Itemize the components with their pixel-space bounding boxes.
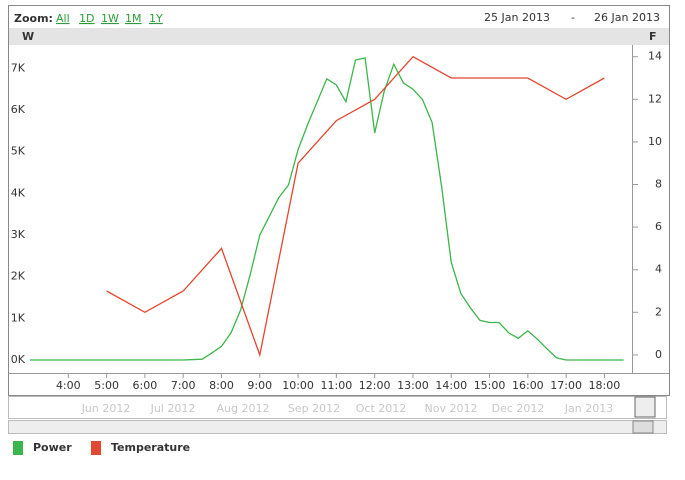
y2-tick-label: 14 bbox=[648, 50, 662, 63]
scrollbar[interactable] bbox=[8, 420, 667, 434]
legend-label[interactable]: Power bbox=[33, 441, 72, 454]
header-band bbox=[9, 28, 669, 45]
x-tick-label: 15:00 bbox=[474, 379, 506, 392]
x-tick-label: 11:00 bbox=[321, 379, 353, 392]
x-tick-label: 16:00 bbox=[512, 379, 544, 392]
y-tick-label: 2K bbox=[11, 270, 26, 283]
y-tick-label: 1K bbox=[11, 311, 26, 324]
navigator-label: Jul 2012 bbox=[150, 402, 196, 415]
y2-tick-label: 10 bbox=[648, 135, 662, 148]
y-tick-label: 6K bbox=[11, 103, 26, 116]
zoom-button[interactable]: 1Y bbox=[149, 12, 163, 25]
series-line bbox=[30, 57, 624, 361]
y2-tick-label: 4 bbox=[655, 263, 662, 276]
series-line bbox=[106, 55, 605, 358]
navigator-label: Dec 2012 bbox=[492, 402, 545, 415]
chart-frame bbox=[8, 5, 670, 396]
navigator-label: Jan 2013 bbox=[564, 402, 613, 415]
y-tick-label: 5K bbox=[11, 145, 26, 158]
date-to: 26 Jan 2013 bbox=[594, 11, 660, 24]
x-tick-label: 7:00 bbox=[171, 379, 196, 392]
y-tick-label: 0K bbox=[11, 353, 26, 366]
zoom-button[interactable]: 1W bbox=[101, 12, 119, 25]
date-from: 25 Jan 2013 bbox=[484, 11, 550, 24]
x-tick-label: 8:00 bbox=[209, 379, 234, 392]
x-tick-label: 18:00 bbox=[589, 379, 621, 392]
navigator bbox=[8, 396, 667, 419]
legend-swatch[interactable] bbox=[13, 441, 23, 455]
navigator-label: Oct 2012 bbox=[356, 402, 407, 415]
x-tick-label: 5:00 bbox=[94, 379, 119, 392]
y2-tick-label: 8 bbox=[655, 178, 662, 191]
y-axis-title: W bbox=[22, 30, 34, 43]
x-tick-label: 13:00 bbox=[397, 379, 429, 392]
navigator-label: Aug 2012 bbox=[217, 402, 270, 415]
x-tick-label: 9:00 bbox=[247, 379, 272, 392]
zoom-label: Zoom: bbox=[14, 12, 53, 25]
x-tick-label: 14:00 bbox=[435, 379, 467, 392]
zoom-button[interactable]: 1D bbox=[79, 12, 94, 25]
x-tick-label: 10:00 bbox=[282, 379, 314, 392]
navigator-label: Jun 2012 bbox=[81, 402, 131, 415]
zoom-button[interactable]: 1M bbox=[125, 12, 142, 25]
y2-tick-label: 0 bbox=[655, 348, 662, 361]
legend-swatch[interactable] bbox=[91, 441, 101, 455]
zoom-button[interactable]: All bbox=[56, 12, 70, 25]
date-separator: - bbox=[571, 11, 575, 24]
y2-tick-label: 12 bbox=[648, 92, 662, 105]
y-tick-label: 7K bbox=[11, 61, 26, 74]
y2-axis-title: F bbox=[649, 30, 657, 43]
y-tick-label: 4K bbox=[11, 186, 26, 199]
navigator-handle[interactable] bbox=[634, 396, 656, 418]
y-tick-label: 3K bbox=[11, 228, 26, 241]
x-tick-label: 12:00 bbox=[359, 379, 391, 392]
x-tick-label: 4:00 bbox=[56, 379, 81, 392]
scrollbar-thumb[interactable] bbox=[632, 420, 654, 434]
y2-tick-label: 6 bbox=[655, 220, 662, 233]
x-tick-label: 17:00 bbox=[550, 379, 582, 392]
navigator-label: Nov 2012 bbox=[425, 402, 478, 415]
y2-tick-label: 2 bbox=[655, 305, 662, 318]
legend-label[interactable]: Temperature bbox=[111, 441, 190, 454]
navigator-label: Sep 2012 bbox=[288, 402, 340, 415]
x-tick-label: 6:00 bbox=[133, 379, 158, 392]
